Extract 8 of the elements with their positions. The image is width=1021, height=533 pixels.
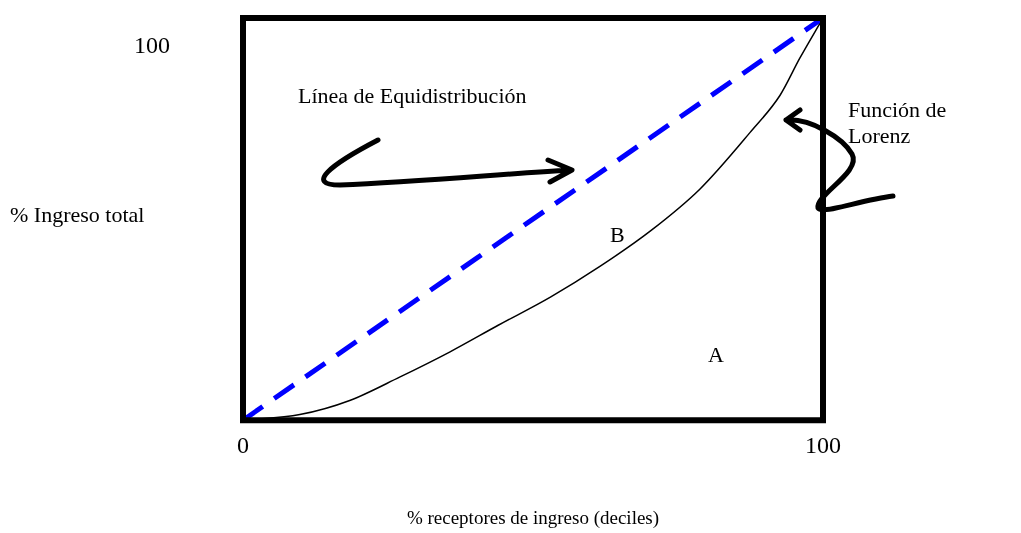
text: Función de Lorenz [848,97,948,149]
y-axis-title: % Ingreso total [10,202,145,228]
text: 100 [134,32,170,58]
annotation: B [610,222,625,248]
x-tick-label: 0 [237,431,249,458]
annotation: Línea de Equidistribución [298,83,528,109]
annotation: A [708,342,724,368]
x-axis-title: % receptores de ingreso (deciles) [405,506,661,530]
